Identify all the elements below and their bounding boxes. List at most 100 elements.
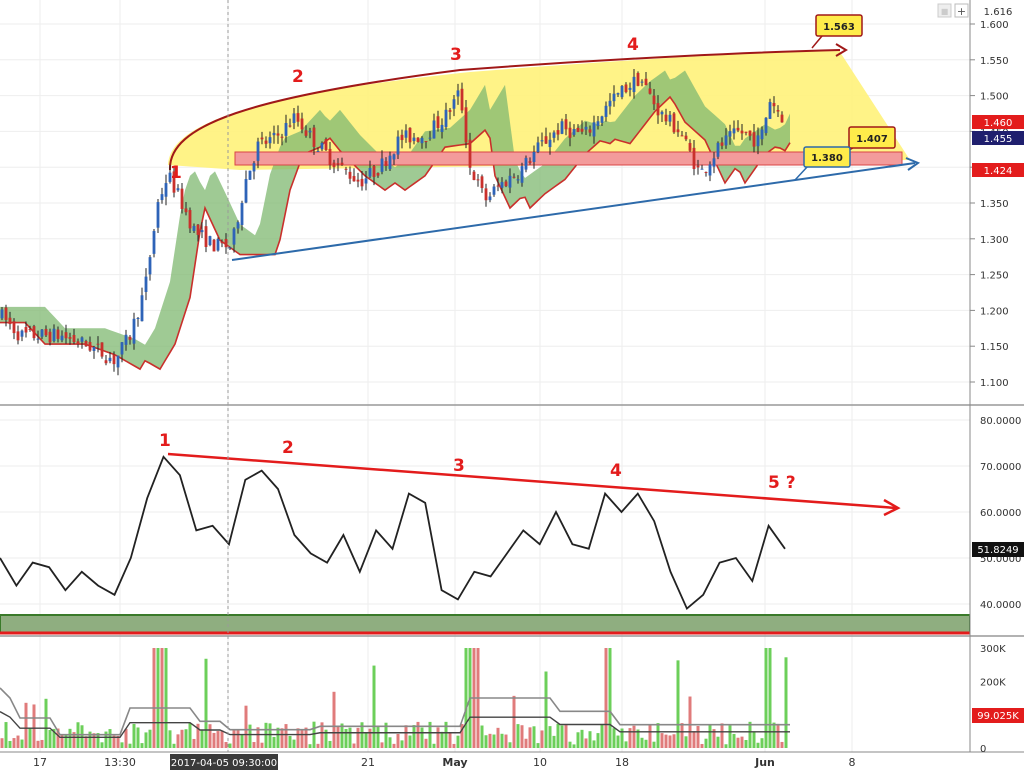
volume-bar [348, 727, 352, 748]
trend-line[interactable] [231, 162, 916, 261]
osc-wave-label-2: 2 [282, 438, 294, 458]
price-pane[interactable] [0, 43, 921, 376]
candle-body [100, 342, 104, 357]
candle-body [248, 170, 252, 180]
candle-body [40, 329, 44, 337]
volume-bar [336, 725, 340, 748]
candle-body [748, 130, 752, 136]
candle-body [608, 100, 612, 107]
callout-1407[interactable]: 1.407 [845, 126, 896, 153]
volume-bar [444, 721, 448, 748]
volume-bar [312, 721, 316, 748]
candle-body [252, 163, 256, 172]
candle-body [236, 222, 240, 229]
candle-body [564, 119, 568, 130]
price-tick: 1.600 [980, 20, 1009, 31]
candle-body [756, 135, 760, 147]
volume-bar [412, 725, 416, 748]
candle-body [460, 88, 464, 111]
oscillator-line [0, 455, 786, 611]
candle-body [452, 99, 456, 109]
candle-body [484, 188, 488, 201]
osc-tick: 50.0000 [980, 554, 1021, 565]
candle-body [216, 238, 220, 251]
candle-body [204, 226, 208, 247]
candle-body [320, 142, 324, 150]
maximize-button[interactable]: ■ [937, 3, 952, 18]
support-zone[interactable] [234, 151, 903, 166]
candle-body [44, 328, 48, 336]
callout-1563[interactable]: 1.563 [811, 14, 863, 49]
volume-bar [704, 738, 708, 748]
volume-bar [148, 729, 152, 748]
candle-body [660, 111, 664, 115]
time-tick: 18 [615, 756, 629, 769]
candle-body [408, 127, 412, 143]
time-axis[interactable]: 17 13:30 2017-04-05 09:30:00 21 May 10 1… [33, 754, 856, 770]
candle-body [140, 295, 144, 322]
volume-bar [116, 735, 120, 748]
candle-body [64, 332, 68, 339]
price-tick: 1.550 [980, 56, 1009, 67]
oscillator-axis[interactable]: 80.0000 70.0000 60.0000 50.0000 40.0000 [980, 416, 1021, 611]
volume-bar [356, 727, 360, 748]
volume-bar [676, 660, 680, 748]
price-axis[interactable]: 1.6001.5501.5001.4501.4001.3501.3001.250… [970, 20, 1009, 389]
candle-body [388, 155, 392, 170]
candle-body [420, 137, 424, 144]
volume-bar [204, 658, 208, 748]
volume-bar [684, 736, 688, 748]
candle-body [764, 117, 768, 134]
volume-bar [380, 742, 384, 748]
volume-bar [408, 735, 412, 748]
add-pane-button[interactable]: + [954, 3, 969, 18]
candle-body [744, 131, 748, 133]
candle-body [432, 120, 436, 139]
candle-body [568, 127, 572, 138]
candle-body [192, 225, 196, 231]
candle-body [304, 130, 308, 136]
volume-pane[interactable] [0, 648, 790, 748]
divergence-line[interactable] [167, 452, 897, 510]
volume-bar [120, 742, 124, 748]
volume-bar [572, 744, 576, 748]
candle-body [436, 116, 440, 128]
volume-bar [224, 742, 228, 748]
candle-body [612, 93, 616, 102]
volume-bar [724, 744, 728, 748]
candle-body [20, 330, 24, 337]
volume-axis[interactable]: 300K200K100K0 [980, 644, 1006, 755]
volume-value-badge: 99.025K [972, 708, 1024, 723]
volume-bar [576, 732, 580, 748]
volume-bar [536, 743, 540, 748]
volume-bar [748, 721, 752, 748]
oscillator-pane[interactable] [0, 452, 970, 635]
candle-body [520, 166, 524, 183]
volume-bar [308, 744, 312, 748]
candle-body [448, 110, 452, 112]
candle-body [288, 125, 292, 127]
candle-body [392, 154, 396, 160]
price-tick: 1.200 [980, 306, 1009, 317]
volume-bar [272, 736, 276, 748]
volume-bar [488, 733, 492, 748]
volume-bar [112, 735, 116, 748]
candle-body [276, 133, 280, 136]
candle-body [360, 178, 364, 187]
candle-body [444, 109, 448, 128]
callout-1380[interactable]: 1.380 [794, 146, 851, 181]
candle-body [260, 137, 264, 140]
candle-body [184, 208, 188, 213]
candle-body [640, 81, 644, 83]
volume-bar [440, 731, 444, 748]
volume-bar [776, 723, 780, 748]
volume-bar [232, 729, 236, 748]
candle-body [560, 121, 564, 134]
osc-wave-label-3: 3 [453, 456, 465, 476]
candle-body [524, 157, 528, 170]
volume-bar [104, 731, 108, 748]
volume-bar [640, 737, 644, 748]
candle-body [328, 148, 332, 165]
candle-body [352, 176, 356, 182]
